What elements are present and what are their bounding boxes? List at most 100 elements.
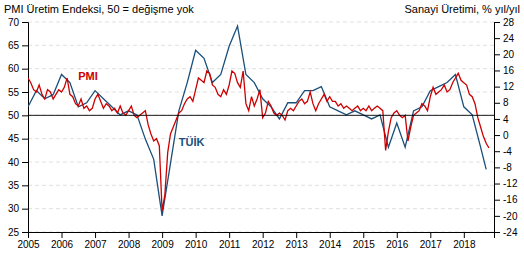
tick-mark: [22, 22, 28, 23]
tick-mark: [22, 209, 28, 210]
tick-label: 24: [503, 33, 515, 44]
grid-line: [28, 92, 494, 93]
tick-label: 12: [503, 81, 515, 92]
tick-label: 2014: [319, 239, 342, 250]
grid-line: [28, 185, 494, 186]
tick-label: -4: [503, 146, 512, 157]
tick: 28: [494, 17, 515, 28]
tick: 45: [8, 133, 28, 144]
tick: 60: [8, 63, 28, 74]
tick-mark: [494, 22, 500, 23]
tick: 70: [8, 17, 28, 28]
tick: 50: [8, 110, 28, 121]
tick-mark: [62, 232, 63, 238]
tick: 35: [8, 180, 28, 191]
tick-mark: [494, 200, 500, 201]
tick: 2005: [17, 232, 40, 250]
tick-mark: [296, 232, 297, 238]
tick: 2008: [118, 232, 141, 250]
tick-mark: [330, 232, 331, 238]
annotation: PMI: [78, 70, 98, 82]
tick-mark: [22, 139, 28, 140]
tick-label: 2018: [453, 239, 476, 250]
tick-mark: [129, 232, 130, 238]
tick: 8: [494, 97, 509, 108]
tick-label: 35: [8, 180, 20, 191]
tick-label: 2011: [219, 239, 241, 250]
reference-line: [28, 115, 494, 116]
chart: 2005200620072008200920102011201220132014…: [0, 0, 524, 254]
tick-label: 2006: [51, 239, 74, 250]
tick-label: 45: [8, 133, 20, 144]
tick-label: 25: [8, 227, 20, 238]
tick: -8: [494, 162, 512, 173]
tick-mark: [494, 70, 500, 71]
tick-mark: [494, 184, 500, 185]
subtitle: Sanayi Üretimi, % yıl/yıl: [404, 3, 520, 15]
tick-label: 0: [503, 130, 509, 141]
tick-mark: [162, 232, 163, 238]
axis-line: [29, 233, 495, 239]
tick-mark: [494, 135, 500, 136]
plot-area: [28, 26, 494, 216]
tick-mark: [22, 232, 28, 233]
tick: 2014: [319, 232, 342, 250]
tick-label: 2017: [420, 239, 443, 250]
tick-mark: [494, 119, 500, 120]
tick: 55: [8, 87, 28, 98]
tick: 2006: [51, 232, 74, 250]
tick-label: 2009: [151, 239, 174, 250]
tick: -12: [494, 178, 518, 189]
grid: [28, 22, 494, 232]
tick-label: 30: [8, 203, 20, 214]
tick-label: 40: [8, 157, 20, 168]
axis-line: [22, 23, 29, 233]
grid-line: [28, 115, 494, 116]
tick-label: 70: [8, 17, 20, 28]
tick-mark: [22, 185, 28, 186]
tick: 4: [494, 114, 509, 125]
tick: 12: [494, 81, 515, 92]
tick-mark: [494, 151, 500, 152]
tick-label: -16: [503, 194, 518, 205]
tick: 25: [8, 227, 28, 238]
tick-mark: [263, 232, 264, 238]
tick: -16: [494, 194, 518, 205]
grid-line: [28, 208, 494, 209]
tick: 65: [8, 40, 28, 51]
axis-line: [495, 23, 501, 233]
tick-mark: [397, 232, 398, 238]
tick-label: 4: [503, 114, 509, 125]
tick-label: 28: [503, 17, 515, 28]
tick: 30: [8, 203, 28, 214]
tick: -24: [494, 227, 518, 238]
tick: 2007: [84, 232, 107, 250]
y2-axis: -24 -20 -16 -12 -8 -4 0 4 8 12 16 20 24 28: [494, 17, 518, 238]
tick-label: 2008: [118, 239, 141, 250]
tick: 24: [494, 33, 515, 44]
grid-line: [28, 22, 494, 23]
annotation: TÜİK: [179, 136, 205, 148]
grid-line: [28, 138, 494, 139]
tick-label: 60: [8, 63, 20, 74]
tick-mark: [494, 167, 500, 168]
tick-label: 2016: [386, 239, 409, 250]
tick-label: 2010: [185, 239, 208, 250]
grid-line: [28, 162, 494, 163]
tick: 2015: [353, 232, 376, 250]
tick-mark: [464, 232, 465, 238]
tick-mark: [229, 232, 230, 238]
tick: 2017: [420, 232, 443, 250]
tick-label: -20: [503, 211, 518, 222]
tick-mark: [22, 69, 28, 70]
line: [28, 71, 489, 211]
tick-mark: [22, 162, 28, 163]
tick: 2013: [286, 232, 309, 250]
tick: 20: [494, 49, 515, 60]
tick-mark: [430, 232, 431, 238]
tick-label: 16: [503, 65, 515, 76]
tick-mark: [22, 92, 28, 93]
tick-mark: [494, 216, 500, 217]
tick: 2009: [151, 232, 174, 250]
tick-label: 8: [503, 97, 509, 108]
